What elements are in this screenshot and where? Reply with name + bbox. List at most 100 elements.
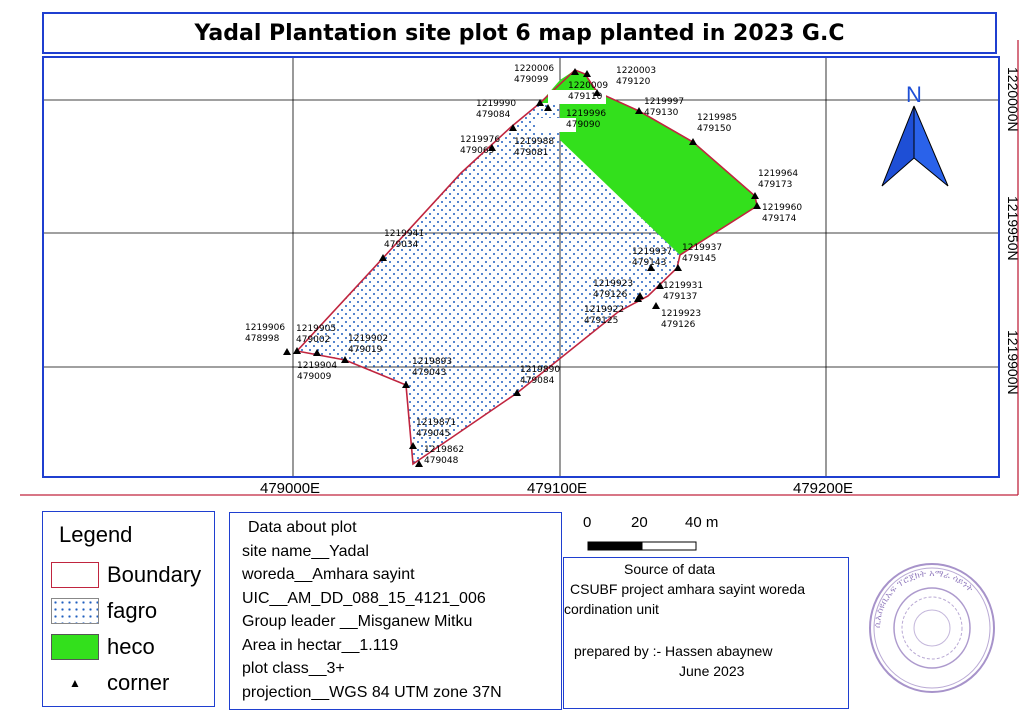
- point-northing-label: 1219960: [762, 203, 802, 213]
- corner-marker: [488, 144, 496, 151]
- point-easting-label: 479043: [412, 368, 446, 378]
- corner-marker: [652, 302, 660, 309]
- point-northing-label: 1219937: [682, 243, 722, 253]
- scale-bar-graphic: [587, 541, 697, 551]
- prepared-date: June 2023: [679, 663, 745, 679]
- point-northing-label: 1220003: [616, 66, 656, 76]
- point-northing-label: 1219988: [514, 137, 554, 147]
- corner-marker: [634, 295, 642, 302]
- point-northing-label: 1219931: [663, 281, 703, 291]
- point-northing-label: 1219941: [384, 229, 424, 239]
- northing-label: 1219900N: [1005, 330, 1021, 395]
- point-easting-label: 479084: [476, 110, 511, 120]
- plot-info-heading: Data about plot: [248, 519, 357, 536]
- corner-marker: [583, 70, 591, 77]
- point-easting-label: 479009: [297, 372, 332, 382]
- point-northing-label: 1219996: [566, 109, 606, 119]
- map-frame: [42, 56, 1000, 478]
- point-easting-label: 479120: [616, 77, 651, 87]
- corner-marker: [593, 89, 601, 96]
- point-northing-label: 1219964: [758, 169, 798, 179]
- legend-label: fagro: [107, 598, 158, 623]
- easting-label: 479200E: [793, 480, 854, 497]
- corner-marker: [544, 104, 552, 111]
- point-easting-label: 479090: [566, 120, 601, 130]
- corner-marker: [536, 99, 544, 106]
- point-northing-label: 1219902: [348, 334, 388, 344]
- point-easting-label: 479130: [644, 108, 679, 118]
- corner-triangle-icon: ▲: [69, 676, 81, 690]
- north-label: N: [906, 82, 922, 107]
- corner-marker: [409, 442, 417, 449]
- point-easting-label: 479174: [762, 214, 797, 224]
- point-easting-label: 479173: [758, 180, 792, 190]
- point-northing-label: 1219997: [644, 97, 684, 107]
- corner-marker: [379, 254, 387, 261]
- plot-info-line: Area in hectar__1.119: [242, 636, 399, 654]
- legend-item-heco: heco: [51, 634, 155, 660]
- point-easting-label: 479137: [663, 292, 697, 302]
- svg-text:ሲኤስዩቢኤፍ ፕሮጀክት አማራ ሳይንት: ሲኤስዩቢኤፍ ፕሮጀክት አማራ ሳይንት: [873, 569, 975, 628]
- point-northing-label: 1219906: [245, 323, 285, 333]
- point-easting-label: 479145: [682, 254, 716, 264]
- source-line: CSUBF project amhara sayint woreda: [570, 581, 805, 597]
- corner-marker: [509, 124, 517, 131]
- plot-info-line: Group leader __Misganew Mitku: [242, 613, 473, 630]
- legend-item-boundary: Boundary: [51, 562, 201, 588]
- legend-label: heco: [107, 634, 155, 659]
- corner-marker: [283, 348, 291, 355]
- point-easting-label: 479099: [514, 75, 549, 85]
- fagro-area: [297, 80, 680, 464]
- point-northing-label: 1219923: [661, 309, 701, 319]
- corner-markers: [283, 68, 761, 467]
- heco-swatch: [51, 634, 99, 660]
- corner-marker: [293, 347, 301, 354]
- corner-marker: [656, 282, 664, 289]
- point-easting-label: 479034: [384, 240, 419, 250]
- point-northing-label: 1219871: [416, 418, 456, 428]
- corner-marker: [341, 356, 349, 363]
- corner-marker: [513, 389, 521, 396]
- corner-marker: [689, 138, 697, 145]
- point-northing-label: 1219937: [632, 247, 672, 257]
- point-northing-label: 1219922: [584, 305, 624, 315]
- point-easting-label: 478998: [245, 334, 280, 344]
- point-northing-label: 1220009: [568, 81, 608, 91]
- point-northing-label: 1219862: [424, 445, 464, 455]
- legend: Legend Boundary fagro heco ▲ corner: [42, 511, 215, 707]
- point-northing-label: 1219890: [520, 365, 560, 375]
- legend-label: Boundary: [107, 562, 202, 587]
- corner-marker: [751, 192, 759, 199]
- corner-marker: [647, 264, 655, 271]
- plot-info-line: woreda__Amhara sayint: [242, 566, 415, 583]
- scale-label: 20: [631, 514, 648, 531]
- plot-info-line: site name__Yadal: [242, 542, 369, 560]
- plot-info-line: UIC__AM_DD_088_15_4121_006: [242, 589, 486, 607]
- plot-boundary: [295, 69, 758, 466]
- scale-label: 40 m: [685, 514, 719, 531]
- point-easting-label: 479125: [584, 316, 618, 326]
- northing-label: 1219950N: [1005, 196, 1021, 261]
- corner-marker: [313, 349, 321, 356]
- corner-marker: [674, 264, 682, 271]
- fagro-swatch: [51, 598, 99, 624]
- easting-label: 479000E: [260, 480, 321, 497]
- corner-marker: [753, 202, 761, 209]
- legend-item-corner: ▲ corner: [51, 670, 169, 696]
- source-line: cordination unit: [564, 601, 659, 617]
- point-easting-label: 479019: [348, 345, 383, 355]
- plot-info-line: plot class__3+: [242, 660, 345, 677]
- point-easting-label: 479081: [514, 148, 548, 158]
- point-northing-label: 1219904: [297, 361, 337, 371]
- legend-label: corner: [107, 670, 170, 695]
- plot-info-line: projection__WGS 84 UTM zone 37N: [242, 683, 502, 701]
- boundary-swatch: [51, 562, 99, 588]
- corner-marker: [571, 68, 579, 75]
- source-box: Source of data CSUBF project amhara sayi…: [563, 557, 849, 709]
- northing-label: 1220000N: [1005, 67, 1021, 132]
- source-heading: Source of data: [624, 561, 716, 577]
- plot-info-box: Data about plot site name__Yadal woreda_…: [229, 512, 562, 710]
- point-easting-label: 479110: [568, 92, 603, 102]
